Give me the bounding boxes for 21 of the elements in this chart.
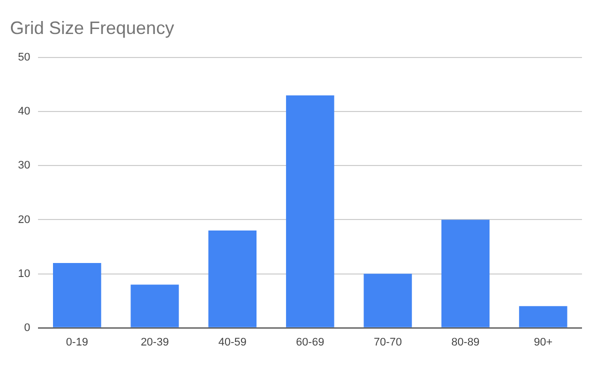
y-tick-label: 30 [18,160,30,172]
bar [208,230,257,328]
x-tick-label: 80-89 [451,336,480,348]
bar [130,284,179,328]
x-tick-label: 40-59 [218,336,247,348]
chart-title: Grid Size Frequency [10,18,174,38]
y-tick-label: 40 [18,106,30,118]
x-tick-label: 20-39 [140,336,169,348]
y-tick-label: 20 [18,214,30,226]
bar [52,262,102,328]
bar [441,220,490,328]
y-tick-label: 10 [18,268,30,280]
y-tick-label: 0 [24,322,30,334]
x-tick-label: 60-69 [296,336,324,348]
bar [286,95,334,328]
bar [364,274,412,328]
y-tick-label: 50 [18,52,30,64]
x-tick-label: 70-70 [374,336,402,348]
x-tick-label: 90+ [534,336,552,348]
bar [519,306,568,328]
x-tick-label: 0-19 [66,336,88,348]
